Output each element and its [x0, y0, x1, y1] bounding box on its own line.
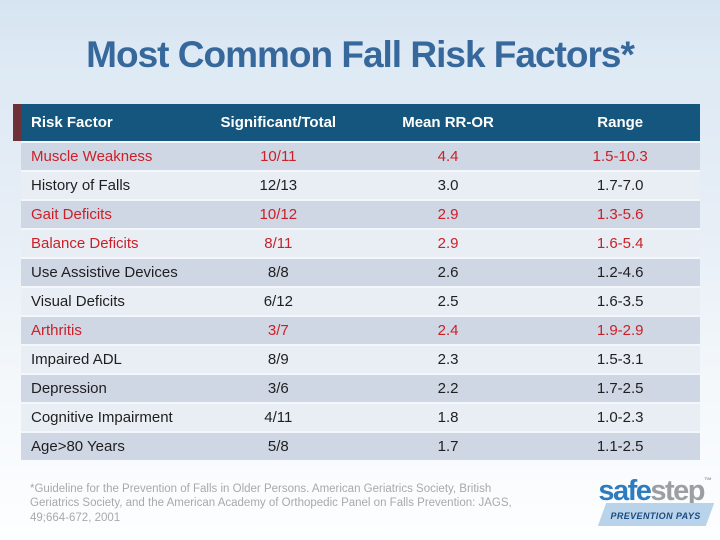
cell-risk-factor: Age>80 Years [31, 438, 125, 455]
cell-mean-rr-or: 4.4 [437, 148, 459, 165]
table-row: Visual Deficits 6/12 2.5 1.6-3.5 [21, 286, 700, 315]
footnote-line: 49;664-672, 2001 [30, 511, 121, 524]
cell-range: 1.5-10.3 [592, 148, 648, 165]
table-row: Impaired ADL 8/9 2.3 1.5-3.1 [21, 344, 700, 373]
logo-word-step: step [650, 475, 705, 507]
table-row: Balance Deficits 8/11 2.9 1.6-5.4 [21, 228, 700, 257]
safestep-logo: safestep™ PREVENTION PAYS [582, 477, 715, 526]
cell-significant-total: 4/11 [264, 409, 293, 426]
safestep-wordmark: safestep™ [582, 477, 712, 506]
footnote-line: *Guideline for the Prevention of Falls i… [30, 483, 492, 495]
cell-significant-total: 8/11 [264, 235, 293, 252]
cell-risk-factor: Visual Deficits [31, 293, 125, 310]
cell-mean-rr-or: 1.8 [437, 409, 459, 426]
cell-risk-factor: Gait Deficits [31, 206, 112, 223]
logo-word-safe: safe [598, 475, 652, 507]
cell-mean-rr-or: 2.2 [437, 380, 459, 397]
cell-range: 1.7-7.0 [596, 177, 644, 194]
table-row: History of Falls 12/13 3.0 1.7-7.0 [21, 170, 700, 199]
cell-range: 1.6-3.5 [596, 293, 644, 310]
table-row: Gait Deficits 10/12 2.9 1.3-5.6 [21, 199, 700, 228]
cell-range: 1.2-4.6 [596, 264, 644, 281]
cell-significant-total: 12/13 [259, 177, 298, 194]
table-accent-stripe [13, 104, 21, 141]
cell-range: 1.0-2.3 [596, 409, 644, 426]
slide-title: Most Common Fall Risk Factors* [86, 34, 635, 75]
column-header-mean-rr-or: Mean RR-OR [402, 114, 494, 131]
cell-risk-factor: Muscle Weakness [31, 148, 153, 165]
cell-significant-total: 8/8 [267, 264, 289, 281]
cell-mean-rr-or: 2.3 [437, 351, 459, 368]
table-row: Depression 3/6 2.2 1.7-2.5 [21, 373, 700, 402]
cell-range: 1.3-5.6 [596, 206, 644, 223]
cell-mean-rr-or: 2.4 [437, 322, 459, 339]
cell-mean-rr-or: 2.9 [437, 235, 459, 252]
cell-risk-factor: History of Falls [31, 177, 131, 194]
cell-significant-total: 3/7 [267, 322, 289, 339]
citation-footnote: *Guideline for the Prevention of Falls i… [30, 482, 550, 525]
column-header-significant-total: Significant/Total [220, 114, 337, 131]
table-header-row: Risk Factor Significant/Total Mean RR-OR… [21, 104, 700, 141]
cell-mean-rr-or: 2.6 [437, 264, 459, 281]
cell-significant-total: 10/12 [259, 206, 298, 223]
cell-mean-rr-or: 3.0 [437, 177, 459, 194]
cell-risk-factor: Use Assistive Devices [31, 264, 178, 281]
table-row: Age>80 Years 5/8 1.7 1.1-2.5 [21, 431, 700, 460]
table-row: Cognitive Impairment 4/11 1.8 1.0-2.3 [21, 402, 700, 431]
cell-significant-total: 10/11 [260, 148, 297, 165]
table-row: Use Assistive Devices 8/8 2.6 1.2-4.6 [21, 257, 700, 286]
cell-mean-rr-or: 2.9 [437, 206, 459, 223]
cell-range: 1.1-2.5 [596, 438, 644, 455]
footnote-line: Geriatrics Society, and the American Aca… [30, 497, 512, 510]
cell-significant-total: 5/8 [267, 438, 289, 455]
cell-range: 1.6-5.4 [596, 235, 644, 252]
table-body: Muscle Weakness 10/11 4.4 1.5-10.3 Histo… [21, 141, 700, 460]
logo-tagline: PREVENTION PAYS [610, 511, 701, 521]
cell-range: 1.7-2.5 [596, 380, 644, 397]
logo-tagline-banner: PREVENTION PAYS [597, 503, 715, 526]
table-row: Muscle Weakness 10/11 4.4 1.5-10.3 [21, 141, 700, 170]
cell-mean-rr-or: 1.7 [437, 438, 459, 455]
column-header-risk-factor: Risk Factor [31, 114, 113, 131]
table-row: Arthritis 3/7 2.4 1.9-2.9 [21, 315, 700, 344]
cell-significant-total: 6/12 [263, 293, 293, 310]
cell-significant-total: 8/9 [267, 351, 289, 368]
cell-risk-factor: Arthritis [31, 322, 82, 339]
cell-risk-factor: Impaired ADL [31, 351, 122, 368]
fall-risk-table: Risk Factor Significant/Total Mean RR-OR… [21, 104, 700, 460]
cell-range: 1.9-2.9 [596, 322, 644, 339]
cell-risk-factor: Cognitive Impairment [31, 409, 173, 426]
cell-risk-factor: Depression [31, 380, 107, 397]
cell-range: 1.5-3.1 [596, 351, 644, 368]
cell-mean-rr-or: 2.5 [437, 293, 459, 310]
column-header-range: Range [597, 114, 644, 131]
trademark-symbol: ™ [704, 476, 712, 485]
cell-significant-total: 3/6 [267, 380, 289, 397]
cell-risk-factor: Balance Deficits [31, 235, 139, 252]
